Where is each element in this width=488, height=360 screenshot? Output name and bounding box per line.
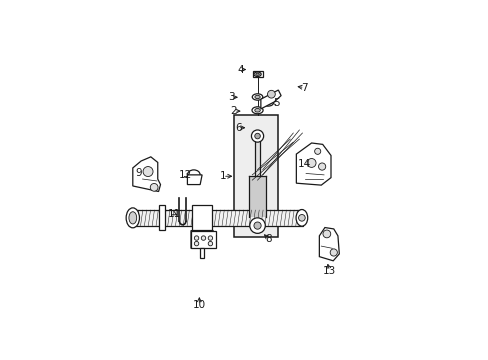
Text: 5: 5: [273, 98, 280, 108]
Text: 10: 10: [192, 300, 205, 310]
Text: 4: 4: [237, 64, 244, 75]
Text: 3: 3: [227, 92, 234, 102]
Text: 11: 11: [167, 209, 181, 219]
Polygon shape: [191, 231, 216, 248]
Circle shape: [253, 222, 261, 229]
Ellipse shape: [253, 72, 261, 76]
Circle shape: [201, 236, 205, 240]
Ellipse shape: [252, 94, 262, 100]
Circle shape: [318, 163, 325, 170]
Ellipse shape: [126, 208, 139, 228]
Circle shape: [254, 133, 260, 139]
Bar: [159, 205, 165, 230]
Ellipse shape: [254, 95, 260, 99]
Circle shape: [249, 218, 265, 233]
Ellipse shape: [129, 212, 137, 224]
Circle shape: [194, 242, 198, 246]
Bar: [192, 205, 212, 230]
Circle shape: [208, 242, 212, 246]
Circle shape: [306, 158, 315, 167]
Text: 13: 13: [323, 266, 336, 276]
Bar: [249, 176, 265, 217]
Polygon shape: [133, 157, 160, 192]
Ellipse shape: [295, 210, 307, 226]
Text: 14: 14: [297, 159, 311, 169]
Ellipse shape: [251, 107, 263, 114]
Polygon shape: [260, 90, 281, 109]
Bar: [233, 115, 278, 237]
Text: 6: 6: [234, 123, 241, 133]
Bar: [128, 210, 303, 226]
Circle shape: [194, 236, 198, 240]
Ellipse shape: [262, 100, 273, 106]
Ellipse shape: [254, 108, 260, 112]
Text: 1: 1: [219, 171, 226, 181]
Text: 9: 9: [135, 168, 142, 179]
Bar: [252, 72, 262, 77]
Circle shape: [251, 130, 263, 142]
Text: 2: 2: [230, 106, 237, 116]
Bar: [191, 231, 216, 248]
Bar: [199, 248, 203, 258]
Polygon shape: [296, 143, 330, 185]
Circle shape: [267, 90, 275, 98]
Circle shape: [150, 184, 158, 191]
Circle shape: [329, 249, 337, 256]
Circle shape: [314, 148, 320, 154]
Polygon shape: [319, 228, 339, 261]
Text: 8: 8: [265, 234, 271, 244]
Ellipse shape: [255, 73, 259, 75]
Polygon shape: [187, 175, 202, 185]
Bar: [254, 140, 260, 176]
Circle shape: [208, 236, 212, 240]
Circle shape: [322, 230, 330, 238]
Text: 7: 7: [301, 82, 307, 93]
Ellipse shape: [265, 102, 270, 105]
Circle shape: [143, 167, 153, 176]
Text: 12: 12: [179, 170, 192, 180]
Circle shape: [298, 215, 305, 221]
